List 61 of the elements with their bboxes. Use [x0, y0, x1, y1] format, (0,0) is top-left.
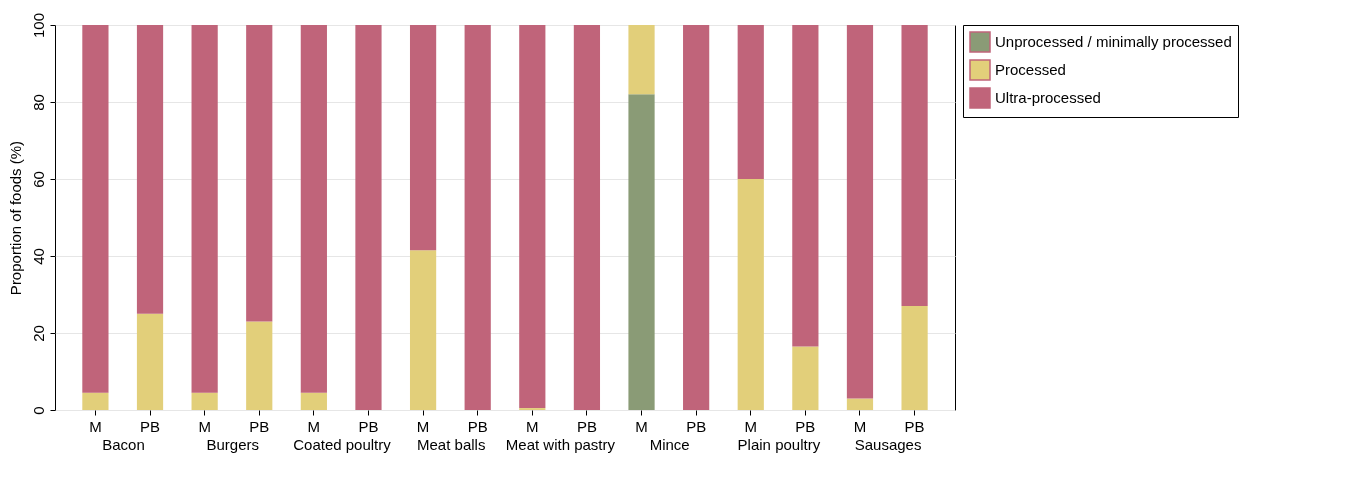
x-tick-label: PB — [686, 417, 707, 435]
text: Meat balls — [417, 436, 486, 453]
bar — [191, 25, 218, 393]
text: Sausages — [854, 436, 922, 453]
bar — [628, 25, 655, 95]
bar — [409, 250, 437, 410]
bar — [300, 392, 327, 410]
bar — [846, 25, 874, 399]
bar — [737, 179, 764, 410]
bar — [82, 392, 109, 410]
x-tick-label: PB — [467, 417, 488, 435]
text: Mince — [649, 436, 690, 453]
y-tick-label: 100 — [29, 12, 47, 39]
text: Plain poultry — [737, 436, 821, 453]
bar — [573, 25, 601, 410]
legend-label: Ultra-processed — [995, 89, 1101, 106]
x-tick-label: PB — [576, 417, 597, 435]
text: Meat with pastry — [505, 436, 616, 453]
x-tick-label: M — [307, 417, 321, 435]
y-tick-label: 60 — [29, 171, 47, 188]
bar — [82, 25, 109, 393]
x-tick-label: M — [853, 417, 867, 435]
bar — [737, 25, 764, 179]
x-tick-label: PB — [358, 417, 379, 435]
bar — [792, 25, 819, 347]
bar — [355, 25, 382, 410]
legend-label: Processed — [995, 61, 1066, 78]
x-tick-label: PB — [795, 417, 816, 435]
bar — [246, 25, 273, 322]
x-tick-label: PB — [904, 417, 925, 435]
bar — [628, 94, 655, 410]
x-tick-label: M — [744, 417, 757, 435]
bar — [464, 25, 491, 410]
y-axis-title: Proportion of foods (%) — [6, 140, 24, 296]
bar — [300, 25, 327, 393]
x-tick-label: PB — [140, 417, 161, 435]
bar — [519, 25, 546, 409]
x-tick-label: M — [198, 417, 211, 435]
x-tick-label: M — [416, 417, 430, 435]
bar — [136, 25, 164, 314]
text: Bacon — [102, 436, 145, 453]
bar — [846, 398, 874, 410]
legend-label: Unprocessed / minimally processed — [995, 33, 1232, 50]
y-tick-label: 20 — [29, 325, 47, 342]
y-tick-label: 40 — [29, 248, 47, 265]
y-tick-label: 80 — [29, 94, 47, 111]
text: Burgers — [206, 436, 260, 453]
bar — [409, 25, 437, 251]
bar — [901, 306, 928, 410]
x-tick-label: M — [635, 417, 648, 435]
bar — [683, 25, 710, 410]
x-tick-label: M — [89, 417, 102, 435]
bar — [901, 25, 928, 307]
x-tick-label: PB — [249, 417, 270, 435]
bar — [136, 313, 164, 410]
text: Coated poultry — [293, 436, 392, 453]
bar — [246, 321, 273, 410]
y-tick-label: 0 — [29, 406, 47, 415]
bar — [792, 346, 819, 410]
x-tick-label: M — [526, 417, 539, 435]
bar — [191, 392, 218, 410]
